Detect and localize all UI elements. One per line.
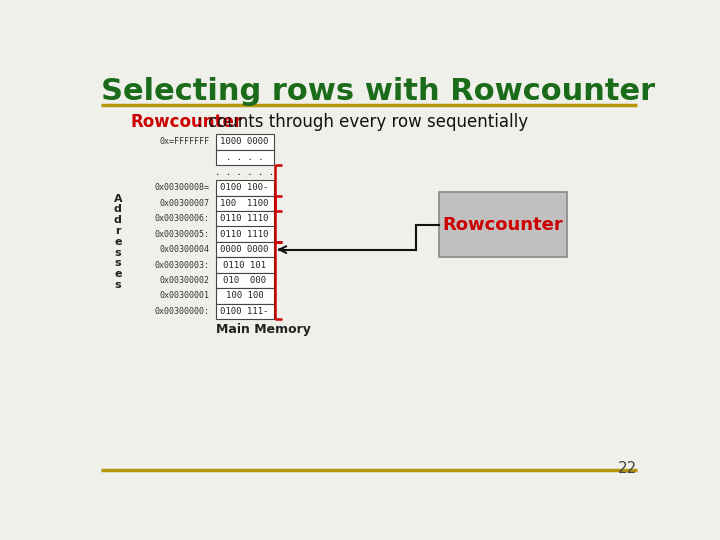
Text: . . . .: . . . . (226, 153, 264, 161)
Text: Rowcounter: Rowcounter (442, 215, 563, 234)
Text: 0110 1110: 0110 1110 (220, 230, 269, 239)
Bar (215, 257, 274, 273)
Text: 0x00300008=: 0x00300008= (154, 184, 210, 192)
Bar (215, 226, 274, 242)
Text: 1000 0000: 1000 0000 (220, 137, 269, 146)
Text: 0100 111-: 0100 111- (220, 307, 269, 316)
Bar (438, 192, 567, 257)
Text: 0x00300003:: 0x00300003: (154, 260, 210, 269)
Text: 0x00300006:: 0x00300006: (154, 214, 210, 224)
Text: : counts through every row sequentially: : counts through every row sequentially (197, 112, 528, 131)
Text: 0x00300007: 0x00300007 (159, 199, 210, 208)
Text: 0x00300001: 0x00300001 (159, 291, 210, 300)
Text: 0x00300000:: 0x00300000: (154, 307, 210, 316)
Text: 0000 0000: 0000 0000 (220, 245, 269, 254)
Bar (215, 242, 274, 257)
Text: . . . . . .: . . . . . . (215, 168, 274, 177)
Text: 0x00300002: 0x00300002 (159, 276, 210, 285)
Text: Selecting rows with Rowcounter: Selecting rows with Rowcounter (101, 77, 655, 106)
Text: 0x=FFFFFFF: 0x=FFFFFFF (159, 137, 210, 146)
Text: 0100 100-: 0100 100- (220, 184, 269, 192)
Text: 0x00300004: 0x00300004 (159, 245, 210, 254)
Text: 010  000: 010 000 (223, 276, 266, 285)
Text: 0110 101: 0110 101 (223, 260, 266, 269)
Text: 22: 22 (618, 461, 637, 476)
Bar (215, 180, 274, 195)
Text: 100 100: 100 100 (226, 291, 264, 300)
Bar (215, 195, 274, 211)
Text: Main Memory: Main Memory (215, 323, 310, 336)
Text: 100  1100: 100 1100 (220, 199, 269, 208)
Text: A
d
d
r
e
s
s
e
s: A d d r e s s e s (114, 194, 122, 290)
Bar (215, 303, 274, 319)
Bar (215, 273, 274, 288)
Bar (215, 134, 274, 150)
Text: Rowcounter: Rowcounter (130, 112, 243, 131)
Bar (215, 150, 274, 165)
Text: 0110 1110: 0110 1110 (220, 214, 269, 224)
Bar (215, 211, 274, 226)
Text: 0x00300005:: 0x00300005: (154, 230, 210, 239)
Bar (215, 288, 274, 303)
